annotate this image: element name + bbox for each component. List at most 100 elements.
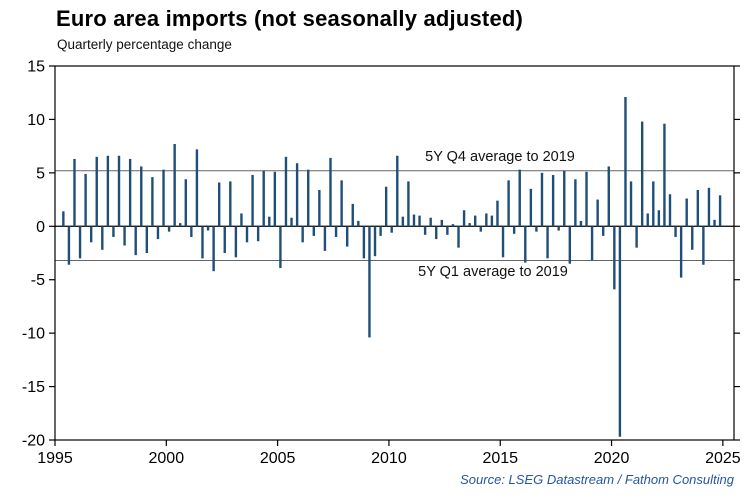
bar [217,182,221,227]
bar [551,174,555,227]
bar [568,226,572,264]
y-tick-label: -10 [22,326,45,343]
bar [468,223,471,227]
bar [78,226,82,259]
y-tick-label: -20 [22,433,45,450]
bar [435,226,438,240]
bar [668,194,672,227]
bar [340,180,343,227]
y-tick-label: -5 [31,272,45,289]
bar [190,226,193,237]
bar [557,226,560,231]
bar [396,155,399,227]
y-tick-label: 15 [27,59,45,76]
bar [624,96,627,227]
bar [462,210,466,227]
bar [162,169,165,227]
x-tick-label: 2000 [149,450,185,467]
bar [423,226,427,235]
y-tick-label: 5 [36,165,45,182]
y-tick-label: 0 [36,219,45,236]
bar [195,149,199,227]
bar [518,169,521,227]
bar [345,226,349,247]
bar [512,226,516,234]
bar [373,226,377,257]
x-tick-label: 2025 [705,450,741,467]
bar [128,158,132,227]
bar [268,216,271,227]
bar [535,226,538,232]
bar [696,189,700,227]
bar [607,166,610,227]
bar [234,226,238,258]
x-tick-label: 1995 [37,450,73,467]
bar [101,226,104,250]
bar [629,181,633,227]
bar [357,220,360,227]
bar [301,226,304,243]
bar [429,217,432,227]
y-tick-label: -15 [22,379,45,396]
bar [323,226,327,251]
bar [179,223,182,227]
bar [440,219,444,227]
bar [312,226,315,236]
bar [479,226,482,232]
bar [635,226,638,248]
bar [290,217,293,227]
ref-line-label-q4-average: 5Y Q4 average to 2019 [420,148,580,165]
bar [579,220,583,227]
bar [95,156,98,227]
plot-frame [54,65,735,441]
bar [412,214,416,227]
bar [117,155,121,227]
bar [240,213,243,227]
bar [273,171,277,227]
bar [318,189,321,227]
bar [507,180,510,227]
bar [679,226,683,278]
bar [501,226,505,258]
bar [173,144,176,227]
bar [590,226,594,261]
bar [674,226,677,237]
bar [140,166,143,227]
bar [145,226,149,253]
bar [84,173,87,227]
bar [251,174,254,227]
bar [540,172,544,227]
bar [156,226,160,240]
bar [657,210,661,227]
bar [707,187,711,227]
bar [134,226,137,256]
bar [585,171,588,227]
bar [418,215,421,227]
bar [62,211,65,227]
bar [212,226,215,272]
x-tick-label: 2020 [594,450,630,467]
bar [245,226,249,243]
bar [151,177,154,227]
bar [524,226,527,263]
bar [602,226,605,236]
bar [485,213,488,227]
bar [184,179,187,227]
bar [490,215,494,227]
bar [223,226,226,253]
bar [546,226,549,259]
ref-line-label-q1-average: 5Y Q1 average to 2019 [413,264,573,281]
bar [474,215,477,227]
source-attribution: Source: LSEG Datastream / Fathom Consult… [460,472,734,487]
bar [691,226,694,250]
bar [256,226,260,242]
bar [229,181,232,227]
x-tick-label: 2015 [482,450,518,467]
bar [89,226,93,243]
bar [384,186,388,227]
bar [596,199,599,227]
x-tick-label: 2005 [260,450,296,467]
bar [713,219,716,227]
bar [702,226,705,265]
